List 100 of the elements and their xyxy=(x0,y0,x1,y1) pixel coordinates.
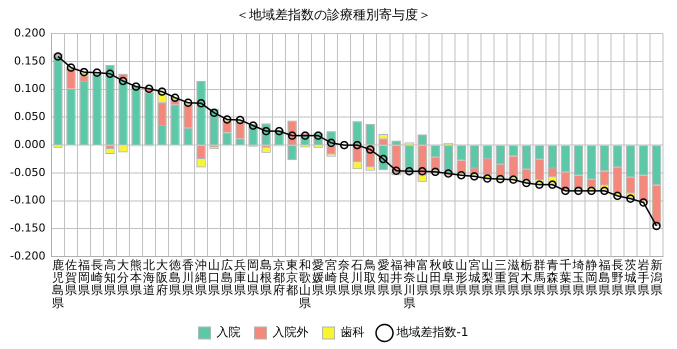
x-tick-label: 熊本県 xyxy=(130,258,142,298)
x-tick-label: 兵庫県 xyxy=(234,258,246,298)
x-tick-label: 香川県 xyxy=(182,258,194,298)
point xyxy=(66,63,76,72)
point xyxy=(366,145,374,154)
x-tick-label: 奈良県 xyxy=(338,258,350,298)
y-tick-label: -0.050 xyxy=(10,166,46,179)
point xyxy=(405,167,414,176)
point xyxy=(496,174,505,184)
x-tick-label: 長野県 xyxy=(611,258,624,298)
y-tick-label: -0.150 xyxy=(10,222,46,235)
point xyxy=(587,186,596,196)
point xyxy=(548,180,557,189)
point xyxy=(170,93,180,102)
x-tick-label: 宮城県 xyxy=(467,258,480,298)
x-tick-label: 山口県 xyxy=(208,258,220,298)
y-tick-label: 0.000 xyxy=(14,138,46,151)
point xyxy=(222,115,232,124)
x-tick-label: 大分県 xyxy=(117,258,130,298)
point xyxy=(561,186,570,196)
x-tick-label: 大阪府 xyxy=(156,258,168,298)
x-tick-label: 沖縄県 xyxy=(194,258,208,298)
x-tick-label: 高知県 xyxy=(104,258,116,298)
point xyxy=(314,131,322,140)
x-tick-label: 鹿児島県 xyxy=(52,258,64,310)
point xyxy=(236,116,244,124)
x-tick-label: 富山県 xyxy=(416,258,428,298)
point xyxy=(535,180,544,189)
x-tick-label: 北海道 xyxy=(143,258,156,298)
point xyxy=(652,222,661,230)
point xyxy=(444,169,453,178)
y-tick-label: 0.100 xyxy=(14,82,46,96)
legend-label: 入院外 xyxy=(272,325,309,340)
point xyxy=(431,168,440,176)
x-tick-label: 三重県 xyxy=(494,258,506,298)
point xyxy=(600,186,609,196)
x-tick-label: 愛媛県 xyxy=(312,258,324,298)
x-tick-label: 宮崎県 xyxy=(325,258,338,298)
point xyxy=(196,99,206,108)
point xyxy=(158,87,166,96)
y-tick-label: 0.150 xyxy=(14,54,46,68)
legend-label: 地域差指数-1 xyxy=(396,325,468,340)
x-tick-label: 千葉県 xyxy=(559,258,572,298)
x-tick-label: 茨城県 xyxy=(623,258,636,298)
point xyxy=(483,174,492,183)
point xyxy=(613,192,622,200)
x-tick-label: 山形県 xyxy=(455,258,468,298)
x-tick-label: 愛知県 xyxy=(377,258,390,298)
x-tick-label: 神奈川県 xyxy=(403,258,416,310)
y-tick-label: -0.100 xyxy=(10,194,46,207)
x-tick-label: 栃木県 xyxy=(520,258,532,298)
chart-title: ＜地域差指数の診療種別寄与度＞ xyxy=(236,7,431,24)
point xyxy=(132,82,140,91)
point xyxy=(106,69,114,78)
x-tick-label: 佐賀県 xyxy=(64,258,77,298)
point xyxy=(210,108,218,118)
x-tick-label: 福島県 xyxy=(598,258,610,298)
point xyxy=(300,131,310,140)
x-tick-label: 福井県 xyxy=(390,258,402,298)
x-tick-label: 群馬県 xyxy=(532,258,546,298)
x-tick-label: 京都府 xyxy=(273,258,286,298)
x-tick-label: 岩手県 xyxy=(637,258,650,298)
x-tick-label: 滋賀県 xyxy=(507,258,520,298)
x-tick-label: 秋田県 xyxy=(429,258,442,298)
point xyxy=(144,84,154,94)
point xyxy=(418,167,427,176)
x-tick-label: 岡山県 xyxy=(247,258,260,298)
legend-label: 入院 xyxy=(216,325,241,340)
point xyxy=(509,175,518,184)
x-tick-label: 東京都 xyxy=(286,258,298,298)
point xyxy=(457,170,466,180)
x-tick-label: 和歌山県 xyxy=(299,258,312,310)
point xyxy=(340,140,348,150)
x-tick-label: 山梨県 xyxy=(481,258,494,298)
x-tick-label: 福岡県 xyxy=(78,258,90,298)
y-tick-label: -0.200 xyxy=(10,249,46,262)
point xyxy=(248,121,258,130)
legend-label: 歯科 xyxy=(340,325,365,340)
point xyxy=(470,172,479,181)
x-tick-label: 長崎県 xyxy=(91,258,103,298)
x-tick-label: 石川県 xyxy=(351,258,364,298)
point xyxy=(184,98,192,107)
x-tick-label: 埼玉県 xyxy=(571,258,584,298)
x-tick-label: 広島県 xyxy=(221,258,234,298)
point xyxy=(326,138,336,148)
x-tick-label: 岐阜県 xyxy=(442,258,454,298)
y-tick-label: 0.050 xyxy=(14,110,46,124)
point xyxy=(274,126,284,136)
point xyxy=(92,68,102,77)
point xyxy=(352,140,362,150)
x-tick-label: 鳥取県 xyxy=(363,258,376,298)
x-tick-label: 島根県 xyxy=(260,258,272,298)
point xyxy=(639,198,648,207)
x-tick-label: 新潟県 xyxy=(650,258,662,298)
point xyxy=(54,52,62,61)
x-tick-label: 静岡県 xyxy=(585,258,598,298)
point xyxy=(574,186,583,196)
point xyxy=(80,68,88,76)
y-tick-label: 0.200 xyxy=(14,26,46,40)
x-tick-label: 青森県 xyxy=(546,258,558,298)
